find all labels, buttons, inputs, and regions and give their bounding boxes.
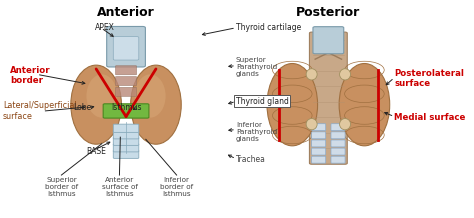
FancyBboxPatch shape bbox=[331, 124, 345, 131]
FancyBboxPatch shape bbox=[311, 148, 326, 155]
Ellipse shape bbox=[135, 74, 165, 118]
FancyBboxPatch shape bbox=[107, 26, 146, 67]
Ellipse shape bbox=[306, 69, 317, 80]
FancyBboxPatch shape bbox=[331, 132, 345, 139]
Text: Superior
Parathyroid
glands: Superior Parathyroid glands bbox=[236, 57, 277, 77]
FancyBboxPatch shape bbox=[113, 150, 139, 158]
Text: Anterior
surface of
Isthmus: Anterior surface of Isthmus bbox=[101, 177, 137, 197]
Text: APEX: APEX bbox=[95, 23, 115, 32]
FancyBboxPatch shape bbox=[311, 140, 326, 147]
Text: Inferior
Parathyroid
glands: Inferior Parathyroid glands bbox=[236, 122, 277, 142]
Text: Medial surface: Medial surface bbox=[394, 113, 465, 122]
Ellipse shape bbox=[131, 65, 181, 144]
Ellipse shape bbox=[339, 69, 351, 80]
FancyBboxPatch shape bbox=[116, 77, 137, 86]
Text: Lobe: Lobe bbox=[73, 103, 91, 112]
Text: Posterior: Posterior bbox=[296, 6, 360, 19]
Text: Posterolateral
surface: Posterolateral surface bbox=[394, 69, 464, 88]
Ellipse shape bbox=[306, 119, 317, 130]
Text: Anterior: Anterior bbox=[97, 6, 155, 19]
FancyBboxPatch shape bbox=[331, 140, 345, 147]
Text: Trachea: Trachea bbox=[236, 155, 266, 164]
Ellipse shape bbox=[267, 63, 318, 146]
Text: Isthmus: Isthmus bbox=[111, 103, 141, 112]
FancyBboxPatch shape bbox=[116, 87, 137, 96]
FancyBboxPatch shape bbox=[113, 37, 139, 60]
FancyBboxPatch shape bbox=[331, 156, 345, 163]
Text: Superior
border of
Isthmus: Superior border of Isthmus bbox=[45, 177, 78, 197]
Text: Thyroid cartilage: Thyroid cartilage bbox=[236, 23, 301, 32]
Text: Anterior
border: Anterior border bbox=[10, 66, 51, 85]
FancyBboxPatch shape bbox=[113, 144, 139, 152]
FancyBboxPatch shape bbox=[113, 131, 139, 139]
Ellipse shape bbox=[71, 65, 121, 144]
FancyBboxPatch shape bbox=[311, 124, 326, 131]
Ellipse shape bbox=[339, 119, 351, 130]
Text: BASE: BASE bbox=[86, 147, 106, 156]
Text: Lateral/Superficial
surface: Lateral/Superficial surface bbox=[3, 101, 76, 121]
FancyBboxPatch shape bbox=[313, 27, 344, 54]
FancyBboxPatch shape bbox=[113, 124, 139, 132]
FancyBboxPatch shape bbox=[103, 104, 149, 118]
Ellipse shape bbox=[86, 74, 117, 118]
FancyBboxPatch shape bbox=[116, 66, 137, 75]
Text: Inferior
border of
Isthmus: Inferior border of Isthmus bbox=[160, 177, 193, 197]
Text: Thyroid gland: Thyroid gland bbox=[236, 97, 289, 106]
FancyBboxPatch shape bbox=[331, 148, 345, 155]
FancyBboxPatch shape bbox=[311, 132, 326, 139]
FancyBboxPatch shape bbox=[310, 32, 347, 164]
FancyBboxPatch shape bbox=[113, 137, 139, 145]
Ellipse shape bbox=[339, 63, 390, 146]
FancyBboxPatch shape bbox=[311, 156, 326, 163]
